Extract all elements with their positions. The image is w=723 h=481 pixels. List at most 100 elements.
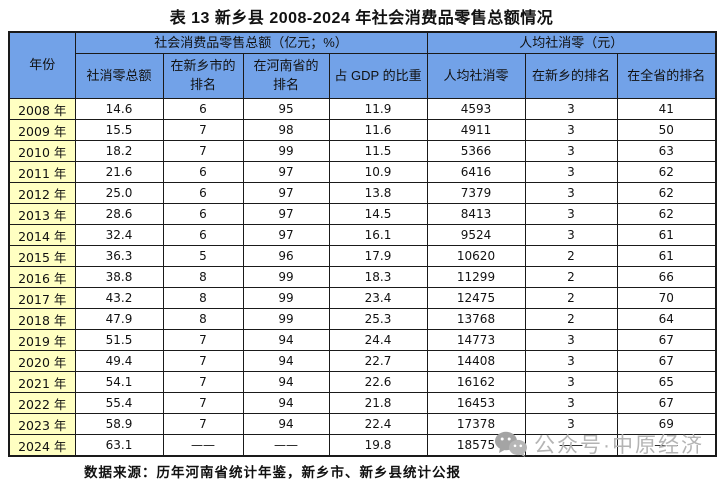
table-row: 2018 年 47.9 8 99 25.3 13768 2 64 (8, 308, 717, 330)
value-cell: 17378 (426, 413, 526, 435)
value-cell: 3 (524, 98, 618, 120)
value-cell: 3 (524, 329, 618, 351)
value-cell: 3 (524, 161, 618, 183)
value-cell: 55.4 (74, 392, 164, 414)
table-row: 2012 年 25.0 6 97 13.8 7379 3 62 (8, 182, 717, 204)
value-cell: 14.6 (74, 98, 164, 120)
value-cell: 3 (524, 413, 618, 435)
year-cell: 2019 年 (8, 329, 76, 351)
value-cell: 5366 (426, 140, 526, 162)
value-cell: 16162 (426, 371, 526, 393)
value-cell: 70 (616, 287, 717, 309)
value-cell: 99 (242, 308, 330, 330)
value-cell: 54.1 (74, 371, 164, 393)
value-cell: 12475 (426, 287, 526, 309)
value-cell: 14.5 (328, 203, 428, 225)
value-cell: 94 (242, 413, 330, 435)
value-cell: 3 (524, 119, 618, 141)
group-header-retail-total: 社会消费品零售总额（亿元；%） (74, 31, 428, 54)
value-cell: 22.4 (328, 413, 428, 435)
value-cell: 6 (162, 161, 244, 183)
table-row: 2008 年 14.6 6 95 11.9 4593 3 41 (8, 98, 717, 120)
year-cell: 2024 年 (8, 434, 76, 457)
value-cell: 50 (616, 119, 717, 141)
value-cell: 62 (616, 203, 717, 225)
value-cell: 61 (616, 245, 717, 267)
value-cell: 47.9 (74, 308, 164, 330)
value-cell: 63.1 (74, 434, 164, 457)
value-cell: 95 (242, 98, 330, 120)
table-row: 2020 年 49.4 7 94 22.7 14408 3 67 (8, 350, 717, 372)
year-cell: 2022 年 (8, 392, 76, 414)
header-sub-row: 社消零总额 在新乡市的 排名 在河南省的 排名 占 GDP 的比重 人均社消零 … (9, 53, 717, 99)
table-row: 2014 年 32.4 6 97 16.1 9524 3 61 (8, 224, 717, 246)
value-cell: 58.9 (74, 413, 164, 435)
value-cell: 28.6 (74, 203, 164, 225)
value-cell: 7 (162, 350, 244, 372)
value-cell: 67 (616, 329, 717, 351)
value-cell: 6 (162, 98, 244, 120)
value-cell: —— (162, 434, 244, 457)
value-cell: 9524 (426, 224, 526, 246)
col-header-percapita-value: 人均社消零 (426, 53, 526, 99)
year-cell: 2013 年 (8, 203, 76, 225)
value-cell: 69 (616, 413, 717, 435)
col-header-province-rank: 在河南省的 排名 (242, 53, 330, 99)
year-cell: 2023 年 (8, 413, 76, 435)
value-cell: 97 (242, 203, 330, 225)
value-cell: 97 (242, 161, 330, 183)
source-note: 数据来源：历年河南省统计年鉴，新乡市、新乡县统计公报 (84, 465, 461, 480)
table-row: 2024 年 63.1 —— —— 19.8 18575 —— —— (8, 434, 717, 457)
value-cell: 25.3 (328, 308, 428, 330)
value-cell: 10.9 (328, 161, 428, 183)
value-cell: 8 (162, 287, 244, 309)
table-row: 2011 年 21.6 6 97 10.9 6416 3 62 (8, 161, 717, 183)
value-cell: —— (242, 434, 330, 457)
value-cell: —— (616, 434, 717, 457)
value-cell: 7 (162, 329, 244, 351)
header-group-row: 年份 社会消费品零售总额（亿元；%） 人均社消零（元） (8, 31, 717, 99)
value-cell: 8 (162, 266, 244, 288)
year-cell: 2009 年 (8, 119, 76, 141)
value-cell: 16453 (426, 392, 526, 414)
value-cell: 7 (162, 140, 244, 162)
value-cell: 67 (616, 392, 717, 414)
year-cell: 2017 年 (8, 287, 76, 309)
table-row: 2015 年 36.3 5 96 17.9 10620 2 61 (8, 245, 717, 267)
value-cell: 67 (616, 350, 717, 372)
value-cell: 21.8 (328, 392, 428, 414)
value-cell: 11.9 (328, 98, 428, 120)
value-cell: 10620 (426, 245, 526, 267)
value-cell: 94 (242, 371, 330, 393)
value-cell: 64 (616, 308, 717, 330)
table-row: 2013 年 28.6 6 97 14.5 8413 3 62 (8, 203, 717, 225)
value-cell: 6 (162, 182, 244, 204)
value-cell: 94 (242, 392, 330, 414)
value-cell: 18575 (426, 434, 526, 457)
value-cell: 62 (616, 161, 717, 183)
table-row: 2017 年 43.2 8 99 23.4 12475 2 70 (8, 287, 717, 309)
col-header-gdp-share: 占 GDP 的比重 (328, 53, 428, 99)
value-cell: 25.0 (74, 182, 164, 204)
year-cell: 2011 年 (8, 161, 76, 183)
value-cell: 3 (524, 350, 618, 372)
value-cell: 94 (242, 329, 330, 351)
value-cell: 2 (524, 245, 618, 267)
value-cell: 4911 (426, 119, 526, 141)
value-cell: 4593 (426, 98, 526, 120)
value-cell: 98 (242, 119, 330, 141)
col-header-retail-value: 社消零总额 (74, 53, 164, 99)
value-cell: 8 (162, 308, 244, 330)
value-cell: 22.6 (328, 371, 428, 393)
value-cell: 17.9 (328, 245, 428, 267)
value-cell: 11.5 (328, 140, 428, 162)
value-cell: 3 (524, 224, 618, 246)
year-column-header: 年份 (8, 31, 76, 99)
value-cell: 49.4 (74, 350, 164, 372)
value-cell: —— (524, 434, 618, 457)
value-cell: 3 (524, 203, 618, 225)
value-cell: 65 (616, 371, 717, 393)
value-cell: 63 (616, 140, 717, 162)
value-cell: 18.3 (328, 266, 428, 288)
value-cell: 3 (524, 182, 618, 204)
